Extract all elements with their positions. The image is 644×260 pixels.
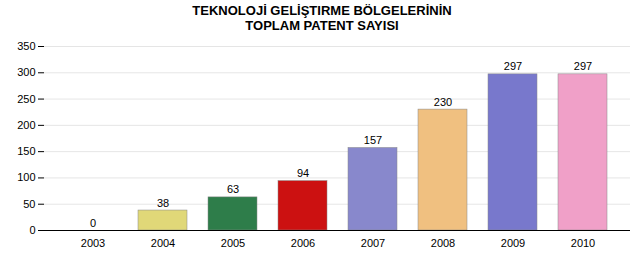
svg-text:300: 300 <box>17 66 35 78</box>
svg-text:157: 157 <box>364 134 382 146</box>
svg-text:0: 0 <box>90 217 96 229</box>
svg-text:63: 63 <box>227 183 239 195</box>
svg-text:297: 297 <box>504 60 522 72</box>
svg-text:2009: 2009 <box>501 237 525 249</box>
svg-text:230: 230 <box>434 96 452 108</box>
svg-text:297: 297 <box>574 60 592 72</box>
svg-text:38: 38 <box>157 197 169 209</box>
svg-text:350: 350 <box>17 40 35 52</box>
svg-text:94: 94 <box>297 167 309 179</box>
svg-text:0: 0 <box>29 224 35 236</box>
svg-text:250: 250 <box>17 93 35 105</box>
svg-text:2010: 2010 <box>571 237 595 249</box>
svg-text:2007: 2007 <box>361 237 385 249</box>
svg-text:2005: 2005 <box>221 237 245 249</box>
svg-text:2008: 2008 <box>431 237 455 249</box>
html-text:TEKNOLOJİ GELİŞTIRME BÖLGELERİ: TEKNOLOJİ GELİŞTIRME BÖLGELERİNİN <box>192 3 452 18</box>
svg-text:150: 150 <box>17 145 35 157</box>
svg-text:50: 50 <box>23 198 35 210</box>
html-text:TOPLAM PATENT SAYISI: TOPLAM PATENT SAYISI <box>245 18 399 33</box>
svg-text:2004: 2004 <box>151 237 175 249</box>
svg-text:100: 100 <box>17 171 35 183</box>
svg-text:2006: 2006 <box>291 237 315 249</box>
svg-text:2003: 2003 <box>81 237 105 249</box>
svg-text:200: 200 <box>17 119 35 131</box>
